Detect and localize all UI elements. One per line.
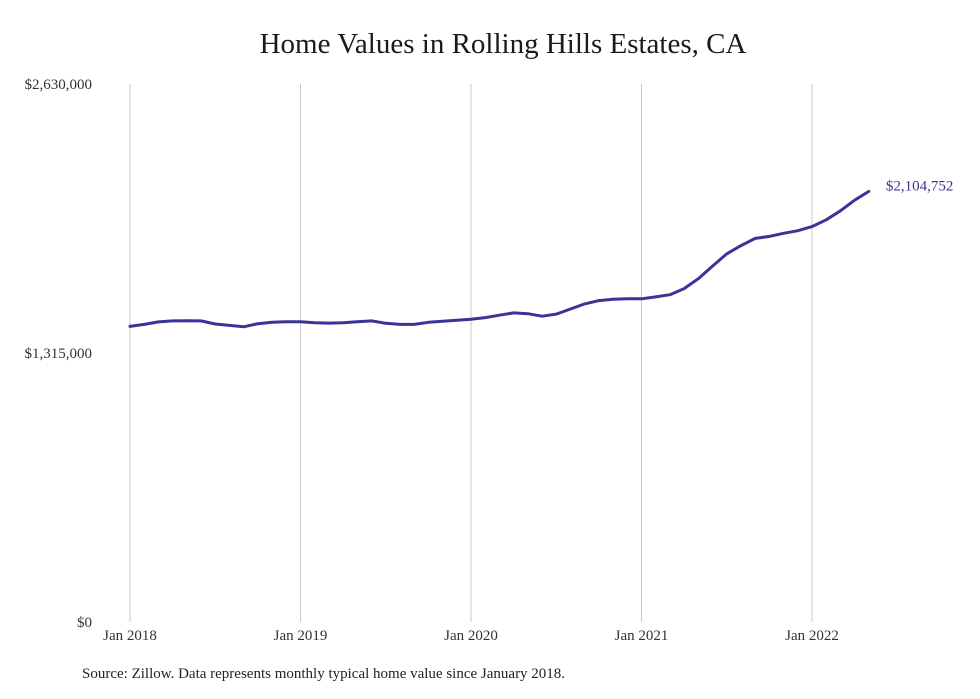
chart-title: Home Values in Rolling Hills Estates, CA xyxy=(259,28,747,60)
x-tick-label: Jan 2020 xyxy=(444,628,498,644)
x-tick-label: Jan 2021 xyxy=(615,628,669,644)
end-value-label: $2,104,752 xyxy=(886,178,954,194)
x-tick-label: Jan 2019 xyxy=(274,628,328,644)
source-note: Source: Zillow. Data represents monthly … xyxy=(82,666,566,682)
y-tick-label: $0 xyxy=(77,615,92,631)
y-tick-label: $2,630,000 xyxy=(25,77,93,93)
y-tick-label: $1,315,000 xyxy=(25,346,93,362)
x-tick-label: Jan 2022 xyxy=(785,628,839,644)
x-tick-label: Jan 2018 xyxy=(103,628,157,644)
series-line xyxy=(128,189,871,329)
